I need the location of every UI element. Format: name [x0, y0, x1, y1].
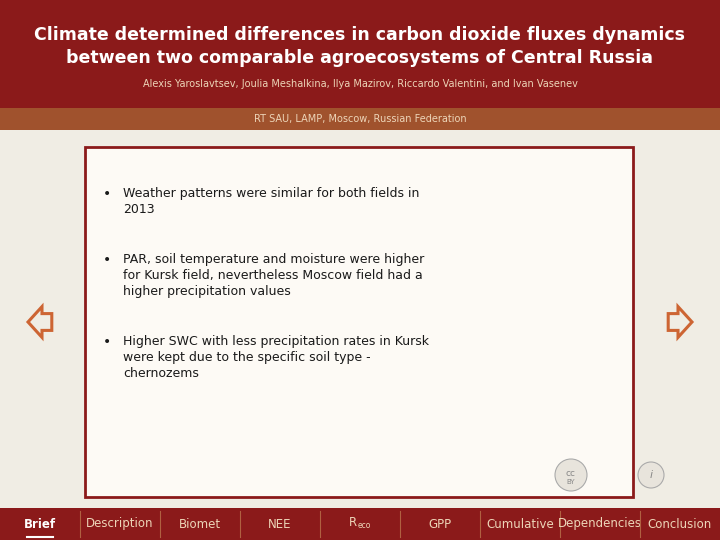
Text: higher precipitation values: higher precipitation values [123, 285, 291, 298]
Text: R: R [349, 516, 357, 530]
Bar [85, 147, 633, 497]
Text: Biomet: Biomet [179, 517, 221, 530]
Text: i: i [649, 470, 652, 480]
Text: Alexis Yaroslavtsev, Joulia Meshalkina, Ilya Mazirov, Riccardo Valentini, and Iv: Alexis Yaroslavtsev, Joulia Meshalkina, … [143, 79, 577, 89]
Text: Dependencies: Dependencies [558, 517, 642, 530]
Text: 2013: 2013 [123, 203, 155, 216]
Text: Higher SWC with less precipitation rates in Kursk: Higher SWC with less precipitation rates… [123, 335, 429, 348]
Text: Brief: Brief [24, 517, 56, 530]
Bar [0, 108, 720, 130]
Text: were kept due to the specific soil type -: were kept due to the specific soil type … [123, 351, 371, 364]
Text: NEE: NEE [269, 517, 292, 530]
Text: Conclusion: Conclusion [648, 517, 712, 530]
Text: Climate determined differences in carbon dioxide fluxes dynamics: Climate determined differences in carbon… [35, 26, 685, 44]
Text: •: • [103, 187, 112, 201]
Text: Cumulative: Cumulative [486, 517, 554, 530]
Text: •: • [103, 335, 112, 349]
Text: eco: eco [358, 522, 372, 530]
Text: •: • [103, 253, 112, 267]
Polygon shape [28, 307, 52, 338]
Text: chernozems: chernozems [123, 367, 199, 380]
Polygon shape [668, 307, 692, 338]
Text: BY: BY [567, 479, 575, 485]
Circle shape [555, 459, 587, 491]
Circle shape [638, 462, 664, 488]
Text: for Kursk field, nevertheless Moscow field had a: for Kursk field, nevertheless Moscow fie… [123, 269, 423, 282]
Bar [0, 0, 720, 108]
Text: cc: cc [566, 469, 576, 477]
Text: RT SAU, LAMP, Moscow, Russian Federation: RT SAU, LAMP, Moscow, Russian Federation [253, 114, 467, 124]
Text: Weather patterns were similar for both fields in: Weather patterns were similar for both f… [123, 187, 419, 200]
Text: GPP: GPP [428, 517, 451, 530]
Text: PAR, soil temperature and moisture were higher: PAR, soil temperature and moisture were … [123, 253, 424, 266]
Text: Description: Description [86, 517, 154, 530]
Bar [0, 508, 720, 540]
Text: between two comparable agroecosystems of Central Russia: between two comparable agroecosystems of… [66, 49, 654, 67]
